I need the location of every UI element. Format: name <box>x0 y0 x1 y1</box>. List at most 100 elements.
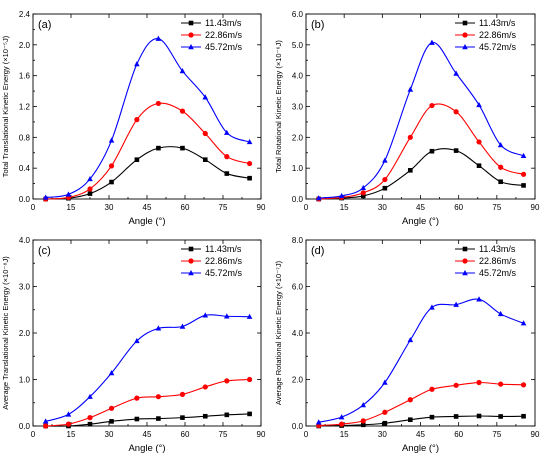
legend-marker <box>462 270 468 276</box>
data-point <box>179 323 186 329</box>
legend-marker <box>462 44 468 50</box>
y-tick-label: 0.8 <box>19 133 31 142</box>
series-line-2 <box>318 42 524 199</box>
x-tick-label: 90 <box>531 430 540 439</box>
data-point <box>87 175 93 182</box>
data-point <box>360 193 366 199</box>
legend-marker <box>188 44 194 50</box>
data-point <box>453 301 459 307</box>
x-tick-label: 0 <box>304 203 309 212</box>
x-tick-label: 15 <box>340 203 349 212</box>
data-point <box>43 423 49 429</box>
data-point <box>498 179 503 185</box>
y-tick-label: 6.0 <box>292 10 304 19</box>
data-point <box>247 160 253 167</box>
legend-label: 22.86m/s <box>479 30 517 40</box>
data-point <box>407 86 414 92</box>
y-tick-label: 4.0 <box>292 329 304 338</box>
data-point <box>521 183 526 188</box>
x-tick-label: 15 <box>67 430 76 439</box>
x-tick-label: 75 <box>492 203 501 212</box>
y-tick-label: 1.0 <box>19 376 31 385</box>
data-point <box>407 134 413 140</box>
data-point <box>520 320 527 326</box>
data-point <box>453 382 459 388</box>
x-axis-label: Angle (°) <box>128 216 165 227</box>
data-point <box>429 102 435 109</box>
data-point <box>360 402 367 408</box>
data-point <box>497 310 504 317</box>
x-tick-label: 75 <box>219 430 228 439</box>
y-tick-label: 0.0 <box>292 422 304 431</box>
legend-label: 11.43m/s <box>479 18 516 28</box>
legend-label: 22.86m/s <box>205 30 243 40</box>
legend-marker <box>188 246 194 252</box>
y-tick-label: 5.0 <box>292 41 304 50</box>
x-tick-label: 0 <box>304 430 309 439</box>
series-line-0 <box>318 148 524 200</box>
x-tick-label: 90 <box>531 203 540 212</box>
data-point <box>108 405 115 411</box>
data-point <box>87 421 93 427</box>
x-tick-label: 45 <box>143 430 152 439</box>
y-tick-label: 4.0 <box>292 72 304 81</box>
legend-marker <box>462 258 468 264</box>
data-point <box>453 414 459 419</box>
y-tick-label: 2.0 <box>292 376 304 385</box>
data-point <box>498 164 504 170</box>
data-point <box>407 397 413 403</box>
data-point <box>156 416 161 421</box>
series-line-1 <box>318 381 524 427</box>
data-point <box>87 415 93 421</box>
legend-label: 11.43m/s <box>205 244 242 254</box>
series-line-0 <box>45 146 250 200</box>
x-axis-label: Angle (°) <box>128 443 165 454</box>
y-tick-label: 0.4 <box>19 164 31 173</box>
data-point <box>134 157 140 162</box>
data-point <box>382 157 388 163</box>
legend-marker <box>462 246 468 252</box>
data-point <box>429 386 435 392</box>
data-point <box>497 142 504 148</box>
data-point <box>408 168 413 173</box>
y-tick-label: 0.0 <box>292 195 304 204</box>
data-point <box>179 68 186 74</box>
y-tick-label: 2.4 <box>19 10 31 19</box>
y-tick-label: 1.6 <box>19 72 31 81</box>
x-tick-label: 45 <box>416 430 425 439</box>
data-point <box>246 313 253 319</box>
data-point <box>156 145 161 151</box>
legend-marker <box>188 32 194 38</box>
data-point <box>87 186 93 192</box>
y-tick-label: 3.0 <box>19 283 31 292</box>
series-line-2 <box>45 38 250 199</box>
x-tick-label: 45 <box>143 203 152 212</box>
x-tick-label: 30 <box>378 203 387 212</box>
data-point <box>382 176 388 183</box>
data-point <box>429 148 435 154</box>
chart-panel-d: 0 15 30 45 60 75 90 0.0 2.0 4.0 6.0 8.0 Angle (°) Ave… <box>274 236 540 454</box>
y-axis-label: Average Translational Kinetic Energy (×1… <box>1 256 10 410</box>
data-point <box>498 381 504 387</box>
data-point <box>224 378 230 384</box>
data-point <box>134 337 140 344</box>
data-point <box>476 379 482 386</box>
legend-label: 45.72m/s <box>479 42 517 52</box>
data-point <box>407 336 414 343</box>
x-tick-label: 90 <box>257 203 266 212</box>
series-line-2 <box>45 314 250 422</box>
x-axis-label: Angle (°) <box>402 216 439 227</box>
x-tick-label: 75 <box>219 203 228 212</box>
y-axis-label: Total Rotational Kinetic Energy (×10⁻⁶J) <box>274 40 283 173</box>
data-point <box>179 391 186 397</box>
data-point <box>108 369 115 376</box>
data-point <box>382 420 388 426</box>
data-point <box>382 185 388 191</box>
data-point <box>109 419 114 424</box>
data-point <box>360 422 366 428</box>
data-point <box>429 414 435 420</box>
data-point <box>360 418 366 424</box>
data-point <box>520 171 527 177</box>
data-point <box>155 100 161 107</box>
legend-label: 45.72m/s <box>205 268 243 278</box>
